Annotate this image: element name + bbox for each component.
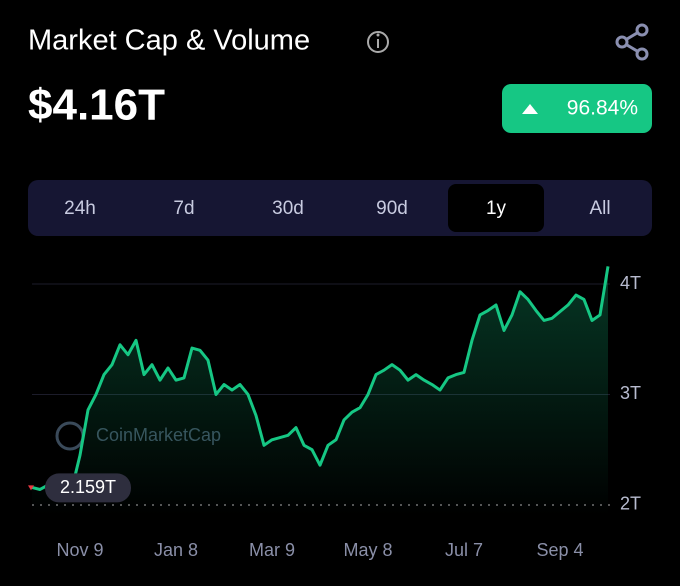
info-icon[interactable] (367, 31, 389, 53)
y-tick-label: 2T (620, 494, 641, 514)
x-tick-label: May 8 (343, 540, 392, 560)
share-icon[interactable] (615, 23, 649, 61)
tab[interactable]: 24h (64, 198, 96, 219)
market-cap-value: $4.16T (28, 81, 165, 130)
y-tick-label: 4T (620, 273, 641, 293)
tab[interactable]: 7d (173, 198, 194, 219)
x-tick-label: Jan 8 (154, 540, 198, 560)
up-arrow (522, 104, 538, 114)
value-label-box (45, 473, 131, 503)
line (31, 266, 610, 491)
x-tick-label: Sep 4 (536, 540, 583, 560)
area-fill (32, 266, 608, 516)
start-marker (28, 485, 34, 491)
tab[interactable]: 90d (376, 198, 408, 219)
tab[interactable]: All (589, 198, 610, 219)
selected-tab (448, 184, 544, 232)
tab-bar (28, 180, 652, 236)
tab[interactable]: 1y (486, 198, 507, 219)
change-badge (502, 84, 652, 133)
x-tick-label: Jul 7 (445, 540, 483, 560)
y-tick-label: 3T (620, 383, 641, 403)
x-tick-label: Nov 9 (56, 540, 103, 560)
change-value: 96.84% (567, 97, 638, 120)
tab[interactable]: 30d (272, 198, 304, 219)
x-tick-label: Mar 9 (249, 540, 295, 560)
title: Market Cap & Volume (28, 25, 310, 57)
value-label: 2.159T (60, 477, 116, 497)
